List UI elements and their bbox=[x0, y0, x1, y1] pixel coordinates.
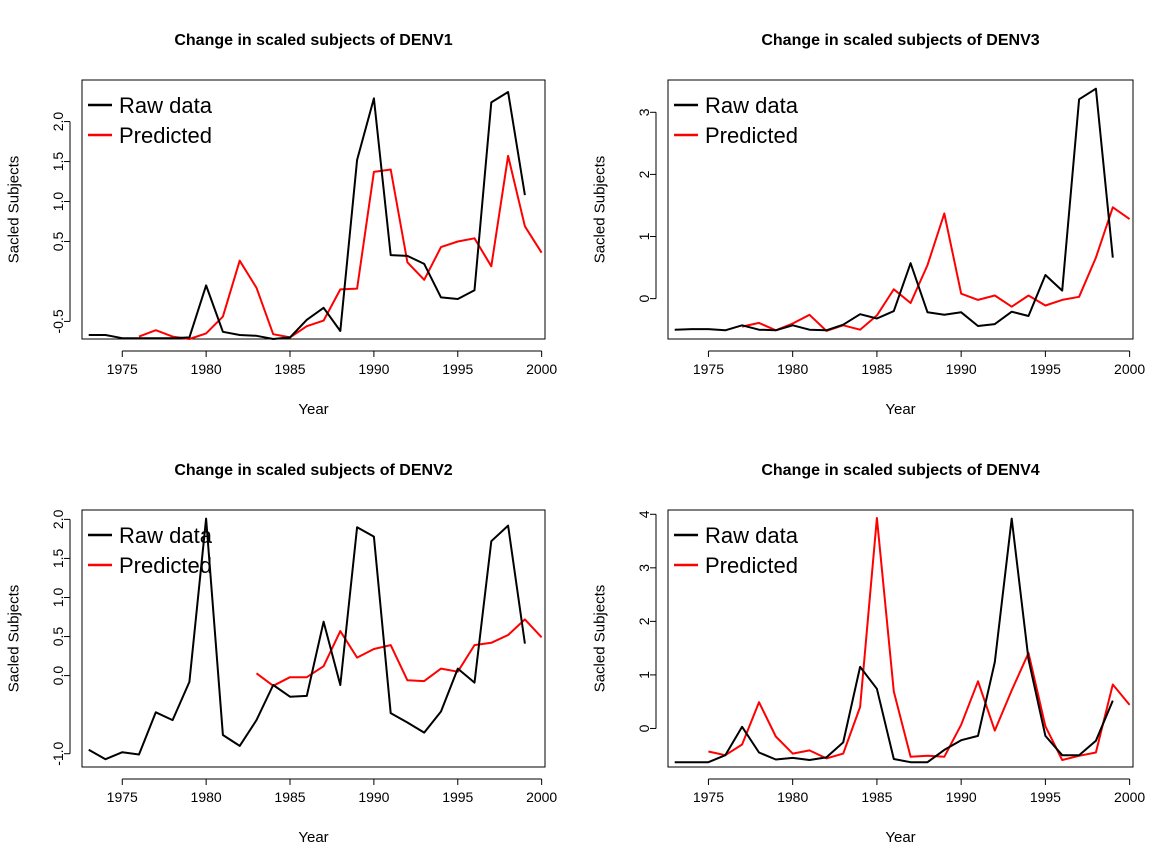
x-tick-label: 1975 bbox=[693, 361, 724, 377]
y-tick-label: 3 bbox=[636, 564, 652, 572]
series-line-raw-data bbox=[88, 517, 526, 761]
chart-title: Change in scaled subjects of DENV3 bbox=[761, 32, 1039, 49]
x-tick-label: 1980 bbox=[777, 789, 808, 805]
x-tick-label: 1975 bbox=[107, 789, 138, 805]
legend-label: Predicted bbox=[705, 123, 798, 148]
legend: Raw data Predicted bbox=[674, 93, 799, 148]
x-axis-label: Year bbox=[885, 401, 915, 418]
plot-frame bbox=[81, 79, 546, 340]
x-axis: 1975 1980 1985 1990 1995 2000 bbox=[107, 350, 557, 377]
x-tick-label: 1995 bbox=[1030, 789, 1061, 805]
y-tick-label: 1 bbox=[636, 671, 652, 679]
x-tick-label: 1980 bbox=[777, 361, 808, 377]
y-tick-label: 2 bbox=[636, 617, 652, 625]
x-tick-label: 1995 bbox=[1030, 361, 1061, 377]
x-axis-label: Year bbox=[885, 829, 915, 846]
x-axis: 1975 1980 1985 1990 1995 2000 bbox=[693, 778, 1145, 805]
y-tick-label: 3 bbox=[636, 108, 652, 116]
x-tick-label: 1995 bbox=[442, 789, 473, 805]
x-axis: 1975 1980 1985 1990 1995 2000 bbox=[693, 350, 1145, 377]
series-line-predicted bbox=[741, 206, 1131, 332]
x-tick-label: 2000 bbox=[1114, 361, 1145, 377]
x-tick-label: 1975 bbox=[693, 789, 724, 805]
y-tick-label: -1.0 bbox=[50, 741, 66, 765]
y-tick-label: 2 bbox=[636, 170, 652, 178]
x-tick-label: 1995 bbox=[442, 361, 473, 377]
y-tick-label: 1 bbox=[636, 232, 652, 240]
x-axis-label: Year bbox=[298, 401, 328, 418]
series-line-predicted bbox=[138, 154, 543, 340]
x-tick-label: 2000 bbox=[1114, 789, 1145, 805]
legend: Raw data Predicted bbox=[88, 523, 213, 578]
x-tick-label: 1985 bbox=[861, 361, 892, 377]
legend: Raw data Predicted bbox=[88, 93, 213, 148]
y-tick-label: 2.0 bbox=[50, 112, 66, 132]
x-tick-label: 1985 bbox=[274, 789, 305, 805]
y-axis: 0 1 2 3 bbox=[636, 108, 657, 303]
x-tick-label: 1980 bbox=[191, 361, 222, 377]
x-tick-label: 2000 bbox=[526, 361, 557, 377]
y-tick-label: 1.5 bbox=[50, 152, 66, 172]
y-tick-label: 0.0 bbox=[50, 666, 66, 686]
y-tick-label: -0.5 bbox=[50, 309, 66, 333]
legend: Raw data Predicted bbox=[674, 523, 799, 578]
legend-label: Predicted bbox=[119, 553, 212, 578]
x-axis-label: Year bbox=[298, 829, 328, 846]
series-line-predicted bbox=[708, 517, 1131, 761]
x-tick-label: 2000 bbox=[526, 789, 557, 805]
chart-title: Change in scaled subjects of DENV1 bbox=[174, 32, 452, 49]
y-tick-label: 0 bbox=[636, 295, 652, 303]
series-line-raw-data bbox=[674, 87, 1114, 332]
x-axis: 1975 1980 1985 1990 1995 2000 bbox=[107, 778, 557, 805]
chart-title: Change in scaled subjects of DENV2 bbox=[174, 462, 452, 479]
y-tick-label: 0 bbox=[636, 724, 652, 732]
series-line-predicted bbox=[255, 618, 543, 687]
legend-label: Predicted bbox=[705, 553, 798, 578]
y-tick-label: 1.5 bbox=[50, 548, 66, 568]
y-tick-label: 2.0 bbox=[50, 509, 66, 529]
x-tick-label: 1985 bbox=[274, 361, 305, 377]
y-axis: -1.0 0.0 0.5 1.0 1.5 2.0 bbox=[50, 509, 71, 766]
y-tick-label: 0.5 bbox=[50, 627, 66, 647]
y-axis: -0.5 0.5 1.0 1.5 2.0 bbox=[50, 112, 71, 333]
plot-frame bbox=[81, 509, 546, 768]
y-axis-label: Sacled Subjects bbox=[6, 585, 23, 693]
plot-frame bbox=[667, 509, 1134, 768]
y-tick-label: 0.5 bbox=[50, 232, 66, 252]
legend-label: Predicted bbox=[119, 123, 212, 148]
y-tick-label: 1.0 bbox=[50, 588, 66, 608]
legend-label: Raw data bbox=[119, 93, 213, 118]
x-tick-label: 1990 bbox=[358, 361, 389, 377]
y-axis-label: Sacled Subjects bbox=[592, 585, 609, 693]
legend-label: Raw data bbox=[119, 523, 213, 548]
chart-title: Change in scaled subjects of DENV4 bbox=[761, 462, 1039, 479]
plot-frame bbox=[667, 79, 1134, 340]
y-axis-label: Sacled Subjects bbox=[592, 156, 609, 264]
x-tick-label: 1975 bbox=[107, 361, 138, 377]
y-axis: 0 1 2 3 4 bbox=[636, 510, 657, 732]
x-tick-label: 1990 bbox=[358, 789, 389, 805]
y-tick-label: 4 bbox=[636, 510, 652, 518]
y-tick-label: 1.0 bbox=[50, 192, 66, 212]
series-line-raw-data bbox=[88, 91, 526, 340]
x-tick-label: 1980 bbox=[191, 789, 222, 805]
x-tick-label: 1990 bbox=[946, 361, 977, 377]
legend-label: Raw data bbox=[705, 93, 799, 118]
x-tick-label: 1990 bbox=[946, 789, 977, 805]
legend-label: Raw data bbox=[705, 523, 799, 548]
y-axis-label: Sacled Subjects bbox=[6, 156, 23, 264]
x-tick-label: 1985 bbox=[861, 789, 892, 805]
series-line-raw-data bbox=[674, 517, 1114, 764]
